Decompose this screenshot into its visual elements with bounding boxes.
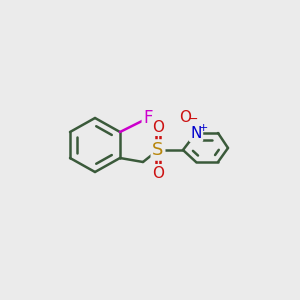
Text: S: S: [152, 141, 164, 159]
Text: N: N: [190, 125, 202, 140]
Text: F: F: [143, 109, 153, 127]
Text: O: O: [152, 166, 164, 181]
Text: O: O: [179, 110, 191, 125]
Text: O: O: [152, 119, 164, 134]
Text: −: −: [187, 113, 198, 126]
Text: +: +: [199, 123, 208, 133]
